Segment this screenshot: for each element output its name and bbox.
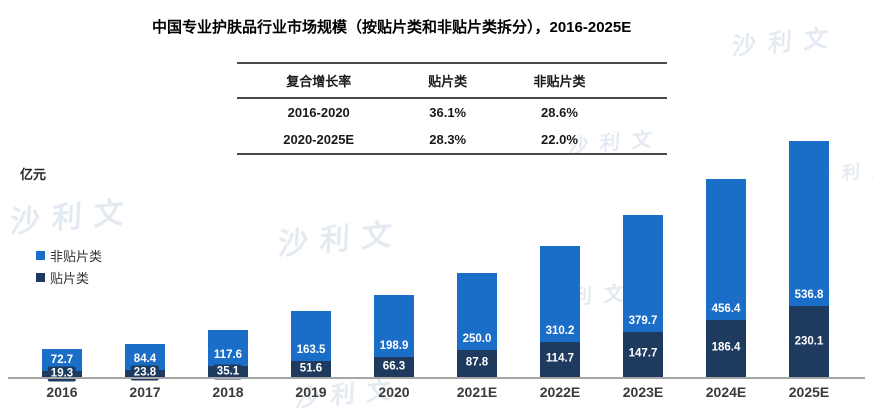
y-axis-unit-label: 亿元	[20, 167, 47, 182]
data-label-patch: 114.7	[542, 351, 578, 367]
bar-segment-nonpatch	[623, 214, 663, 332]
x-axis-tick-label: 2023E	[622, 384, 664, 400]
data-label-patch: 87.8	[462, 355, 492, 371]
legend-label: 贴片类	[50, 270, 90, 286]
data-label-patch: 19.3	[47, 366, 77, 382]
x-axis-tick-label: 2017	[129, 384, 161, 400]
watermark: 沙利文	[731, 24, 841, 61]
legend-item-patch: 贴片类	[36, 266, 102, 288]
bar-segment-nonpatch	[789, 140, 829, 307]
x-axis-tick-label: 2021E	[456, 384, 498, 400]
x-axis-tick-label: 2016	[46, 384, 78, 400]
data-label-patch: 186.4	[708, 340, 744, 356]
x-axis-line	[8, 377, 865, 379]
legend-label: 非贴片类	[50, 248, 103, 264]
legend-swatch-icon	[36, 250, 45, 260]
table-header-patch: 贴片类	[428, 74, 468, 89]
data-label-nonpatch: 84.4	[130, 351, 160, 367]
table-row: 2020-2025E 28.3% 22.0%	[237, 126, 667, 154]
data-label-nonpatch: 456.4	[708, 301, 744, 317]
legend-item-nonpatch: 非贴片类	[36, 244, 102, 266]
legend: 非贴片类 贴片类	[36, 244, 102, 288]
data-label-nonpatch: 198.9	[376, 338, 412, 354]
data-label-patch: 51.6	[296, 361, 326, 377]
data-label-nonpatch: 536.8	[791, 288, 827, 304]
table-header-row: 复合增长率 贴片类 非贴片类	[237, 63, 667, 98]
x-axis-tick-label: 2019	[295, 384, 327, 400]
data-label-nonpatch: 310.2	[542, 323, 578, 339]
data-label-nonpatch: 163.5	[293, 343, 329, 359]
page-title: 中国专业护肤品行业市场规模（按贴片类和非贴片类拆分），2016-2025E	[152, 19, 632, 36]
x-axis-tick-label: 2025E	[788, 384, 830, 400]
table-cell-period: 2016-2020	[287, 105, 350, 120]
watermark: 沙利文	[9, 195, 137, 240]
table-cell-period: 2020-2025E	[283, 132, 355, 147]
data-label-nonpatch: 250.0	[459, 331, 495, 347]
data-label-patch: 230.1	[791, 334, 827, 350]
table-header-cagr: 复合增长率	[286, 74, 352, 89]
table-cell-patch: 36.1%	[429, 105, 467, 120]
data-label-nonpatch: 72.7	[47, 353, 77, 369]
data-label-patch: 147.7	[625, 346, 661, 362]
data-label-nonpatch: 379.7	[625, 313, 661, 329]
x-axis-tick-label: 2018	[212, 384, 244, 400]
table-row: 2016-2020 36.1% 28.6%	[237, 98, 667, 126]
data-label-nonpatch: 117.6	[210, 348, 246, 364]
legend-swatch-icon	[36, 272, 45, 282]
data-label-patch: 35.1	[213, 364, 243, 380]
x-axis-tick-label: 2020	[378, 384, 410, 400]
data-label-patch: 66.3	[379, 359, 409, 375]
table-cell-nonpatch: 22.0%	[541, 132, 578, 147]
table-cell-nonpatch: 28.6%	[541, 105, 578, 120]
x-axis-tick-label: 2024E	[705, 384, 747, 400]
bar-segment-nonpatch	[706, 179, 746, 320]
cagr-table: 复合增长率 贴片类 非贴片类 2016-2020 36.1% 28.6% 202…	[237, 62, 667, 155]
table-header-nonpatch: 非贴片类	[533, 74, 586, 89]
x-axis-tick-label: 2022E	[539, 384, 581, 400]
watermark: 沙利文	[277, 217, 405, 262]
table-cell-patch: 28.3%	[429, 132, 467, 147]
table-header-spacer	[624, 63, 667, 98]
